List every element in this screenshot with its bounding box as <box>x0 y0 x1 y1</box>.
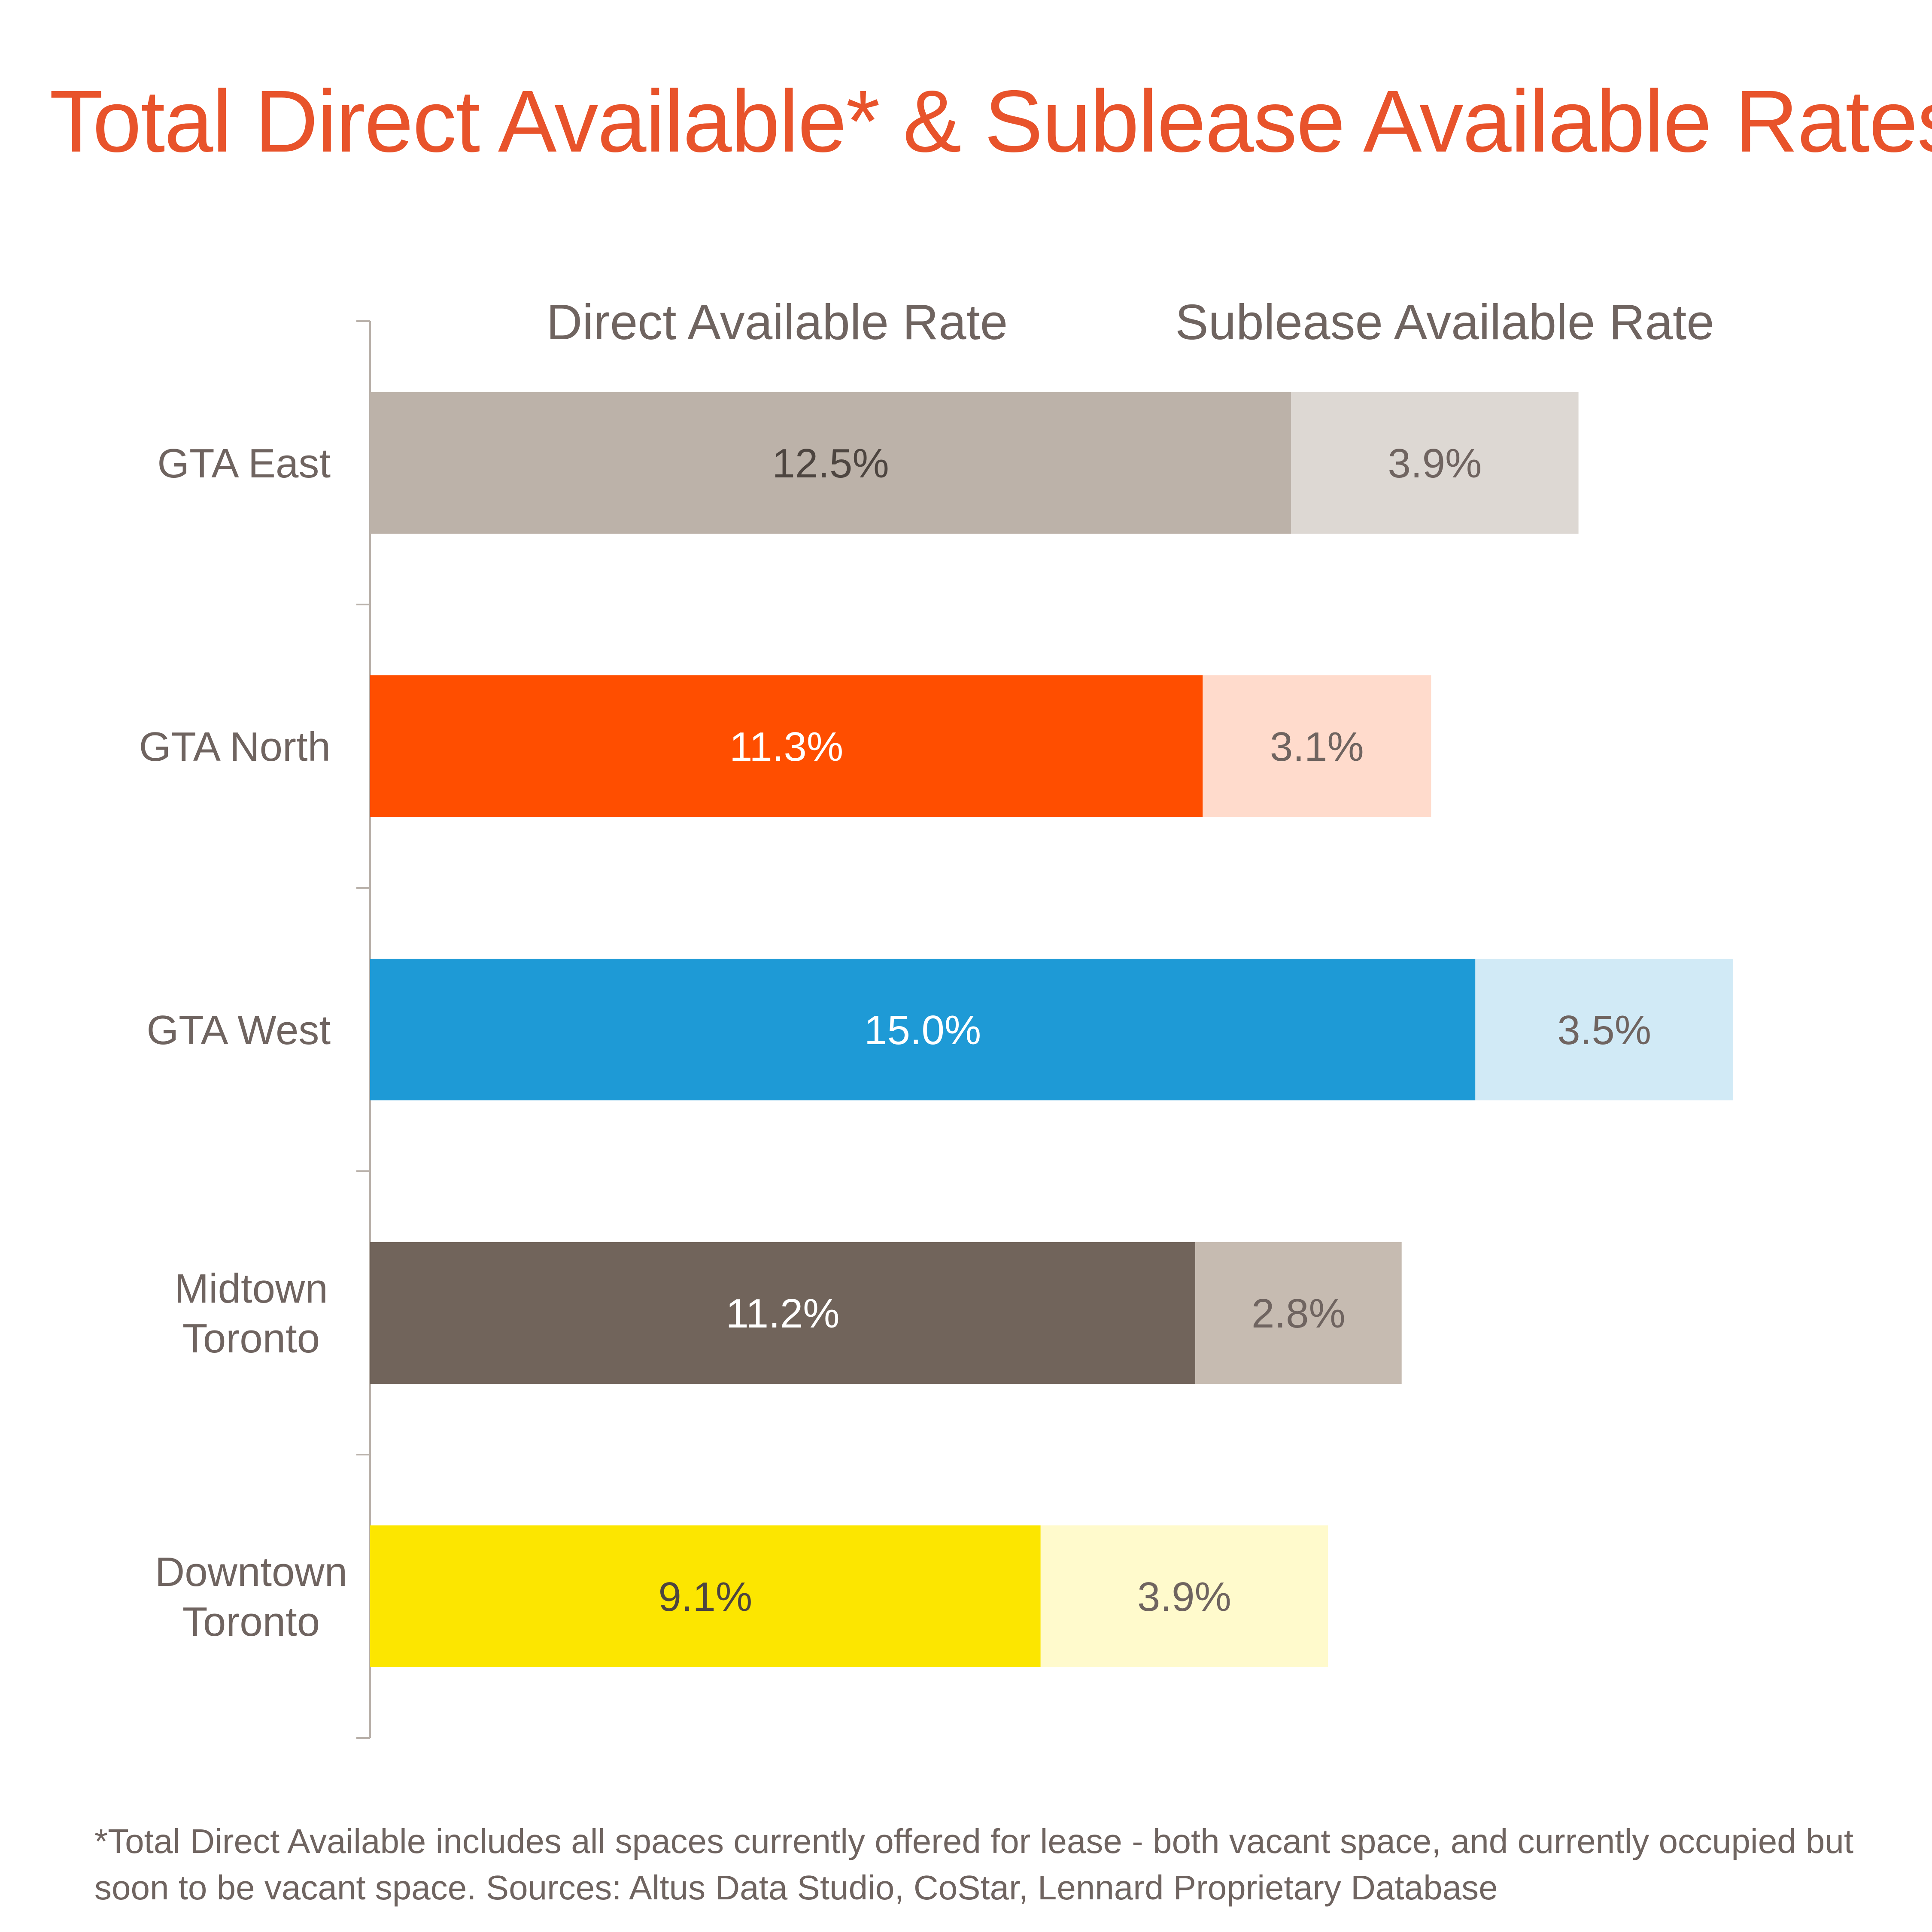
category-label-line: GTA North <box>139 724 331 770</box>
bar-sublease <box>1291 392 1579 534</box>
category-label: GTA North <box>139 724 331 770</box>
category-label-line: GTA West <box>146 1007 331 1053</box>
data-label: 3.9% <box>1137 1574 1231 1620</box>
bar-direct <box>370 1525 1041 1667</box>
data-label: 9.1% <box>658 1574 752 1620</box>
data-label: 15.0% <box>864 1007 981 1053</box>
category-label-line: Midtown <box>174 1266 328 1312</box>
data-label: 2.8% <box>1252 1291 1346 1337</box>
bar-sublease <box>1203 675 1431 817</box>
data-label: 3.5% <box>1557 1007 1651 1053</box>
bar-direct <box>370 959 1476 1100</box>
bar-sublease <box>1040 1525 1328 1667</box>
category-label-line: Toronto <box>182 1599 320 1645</box>
data-label: 11.2% <box>726 1291 840 1337</box>
category-label: Downtown Toronto <box>155 1549 347 1645</box>
bar-sublease <box>1195 1242 1402 1384</box>
bar-sublease <box>1475 959 1733 1100</box>
category-label: Midtown Toronto <box>174 1266 328 1361</box>
series-header-0: Direct Available Rate <box>547 294 1008 350</box>
bar-direct <box>370 392 1291 534</box>
category-label: GTA West <box>146 1007 331 1053</box>
data-label: 3.9% <box>1388 440 1482 486</box>
category-label-line: Downtown <box>155 1549 347 1595</box>
bar-direct <box>370 675 1203 817</box>
category-label-line: Toronto <box>182 1315 320 1361</box>
category-label: GTA East <box>157 440 331 486</box>
data-label: 3.1% <box>1270 724 1364 770</box>
data-label: 11.3% <box>729 724 843 770</box>
bar-direct <box>370 1242 1196 1384</box>
footnote: *Total Direct Available includes all spa… <box>94 1822 1854 1907</box>
chart-title: Total Direct Available* & Sublease Avail… <box>49 72 1932 170</box>
series-header-1: Sublease Available Rate <box>1175 294 1714 350</box>
category-label-line: GTA East <box>157 440 331 486</box>
data-label: 12.5% <box>772 440 889 486</box>
